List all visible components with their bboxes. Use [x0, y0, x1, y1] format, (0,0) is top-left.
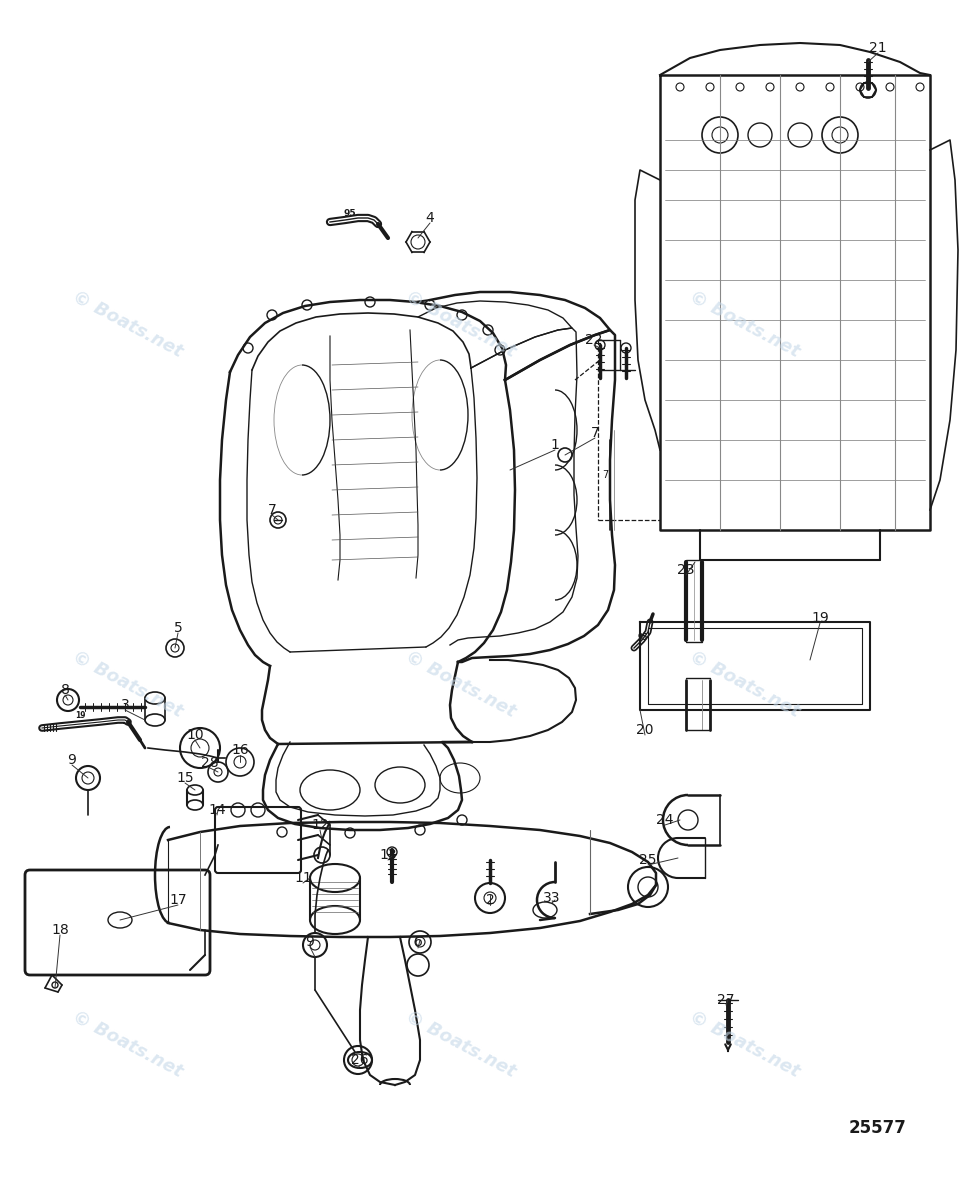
Text: 13: 13 — [379, 848, 397, 862]
Text: 11: 11 — [294, 871, 312, 886]
Text: 7: 7 — [602, 470, 609, 480]
Text: 6: 6 — [414, 935, 422, 949]
Text: © Boats.net: © Boats.net — [403, 647, 518, 721]
Text: 17: 17 — [170, 893, 187, 907]
Text: 14: 14 — [208, 803, 225, 817]
Text: © Boats.net: © Boats.net — [70, 647, 185, 721]
Text: 3: 3 — [121, 698, 129, 712]
Text: © Boats.net: © Boats.net — [687, 647, 803, 721]
Text: 18: 18 — [51, 923, 69, 937]
Text: 26: 26 — [351, 1054, 368, 1067]
Text: 5: 5 — [173, 622, 182, 635]
Text: 9: 9 — [306, 935, 315, 949]
Text: © Boats.net: © Boats.net — [687, 1007, 803, 1081]
Text: 23: 23 — [677, 563, 695, 577]
Text: 7: 7 — [591, 426, 600, 440]
Text: 24: 24 — [657, 814, 674, 827]
Text: © Boats.net: © Boats.net — [687, 287, 803, 361]
Text: 8: 8 — [61, 683, 70, 697]
Text: © Boats.net: © Boats.net — [403, 1007, 518, 1081]
Text: 21: 21 — [869, 41, 887, 55]
Text: 7: 7 — [268, 503, 276, 517]
Text: © Boats.net: © Boats.net — [403, 287, 518, 361]
Text: 4: 4 — [425, 211, 434, 226]
Text: 33: 33 — [543, 890, 561, 905]
Text: 19: 19 — [74, 712, 85, 720]
Text: 95: 95 — [638, 634, 648, 642]
Text: 20: 20 — [636, 722, 654, 737]
Text: 19: 19 — [811, 611, 829, 625]
Text: 27: 27 — [717, 994, 735, 1007]
Text: © Boats.net: © Boats.net — [70, 287, 185, 361]
Text: © Boats.net: © Boats.net — [70, 1007, 185, 1081]
Text: 22: 22 — [585, 332, 603, 347]
Text: 9: 9 — [68, 754, 76, 767]
Text: 16: 16 — [231, 743, 249, 757]
Text: 15: 15 — [176, 770, 194, 785]
Text: 25577: 25577 — [849, 1118, 906, 1138]
Text: 25: 25 — [639, 853, 657, 866]
Text: 1: 1 — [551, 438, 560, 452]
Text: 28: 28 — [201, 756, 219, 770]
Text: 12: 12 — [312, 818, 329, 832]
Text: 95: 95 — [344, 210, 357, 218]
Text: 2: 2 — [486, 893, 494, 907]
Text: 10: 10 — [186, 728, 204, 742]
